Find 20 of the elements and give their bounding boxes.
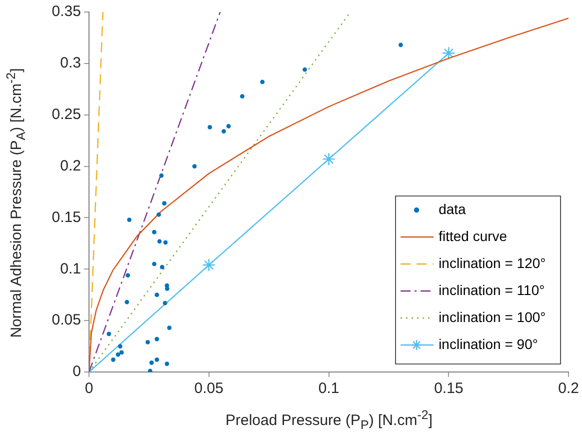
y-tick-label: 0.3 [60, 54, 81, 72]
legend-label: inclination = 110° [438, 282, 545, 298]
y-tick-label: 0.2 [60, 157, 81, 174]
y-tick-label: 0.15 [52, 208, 81, 226]
y-tick-label: 0.35 [52, 3, 81, 20]
y-tick-label: 0.05 [52, 312, 81, 329]
x-tick-label: 0.15 [434, 380, 464, 398]
legend-label: fitted curve [438, 228, 508, 244]
legend-label: data [438, 200, 466, 217]
x-tick-label: 0 [84, 380, 94, 398]
y-tick-label: 0.1 [60, 260, 81, 278]
legend-label: inclination = 90° [438, 336, 538, 352]
x-tick-label: 0.2 [558, 380, 580, 398]
y-tick-label: 0 [72, 363, 81, 380]
legend-label: inclination = 120° [438, 254, 546, 271]
x-axis-title: Preload Pressure (P$_{P}$) [N.cm$^{-2}$] [224, 408, 434, 432]
x-tick-label: 0.05 [194, 380, 224, 398]
x-tick-label: 0.1 [318, 380, 340, 398]
y-tick-label: 0.25 [52, 106, 81, 123]
legend-label: inclination = 100° [438, 308, 546, 325]
